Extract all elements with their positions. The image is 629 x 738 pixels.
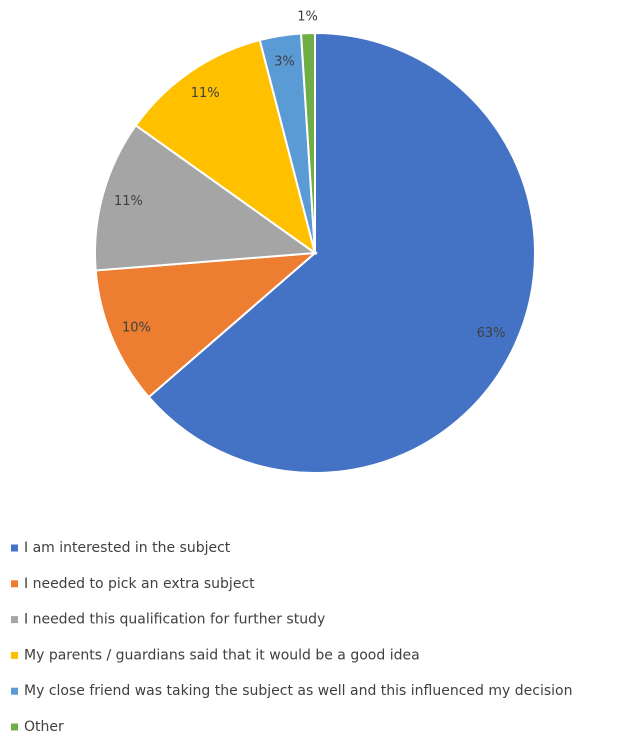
legend-swatch [11,616,18,624]
slice-label: 10% [122,320,151,335]
pie-slice [134,38,317,256]
pie-slice [147,31,536,474]
slice-label: 3% [274,54,295,69]
pie-slice [94,123,318,272]
pie-slice [94,251,318,399]
legend-swatch [11,544,18,552]
legend-swatch [11,723,18,731]
legend-label: I needed to pick an extra subject [24,576,255,592]
legend-swatch [11,651,18,659]
legend-swatch [11,580,18,588]
slice-label: 11% [114,194,143,209]
legend-label: I am interested in the subject [24,540,231,556]
slice-label: 1% [297,10,318,25]
legend-label: Other [24,719,64,735]
pie-slice [299,31,316,254]
slice-label: 11% [191,86,220,101]
legend-label: I needed this qualification for further … [24,612,325,628]
legend-swatch [11,687,18,695]
legend-label: My close friend was taking the subject a… [24,683,572,699]
slice-label: 63% [477,326,506,341]
legend-label: My parents / guardians said that it woul… [24,647,420,663]
